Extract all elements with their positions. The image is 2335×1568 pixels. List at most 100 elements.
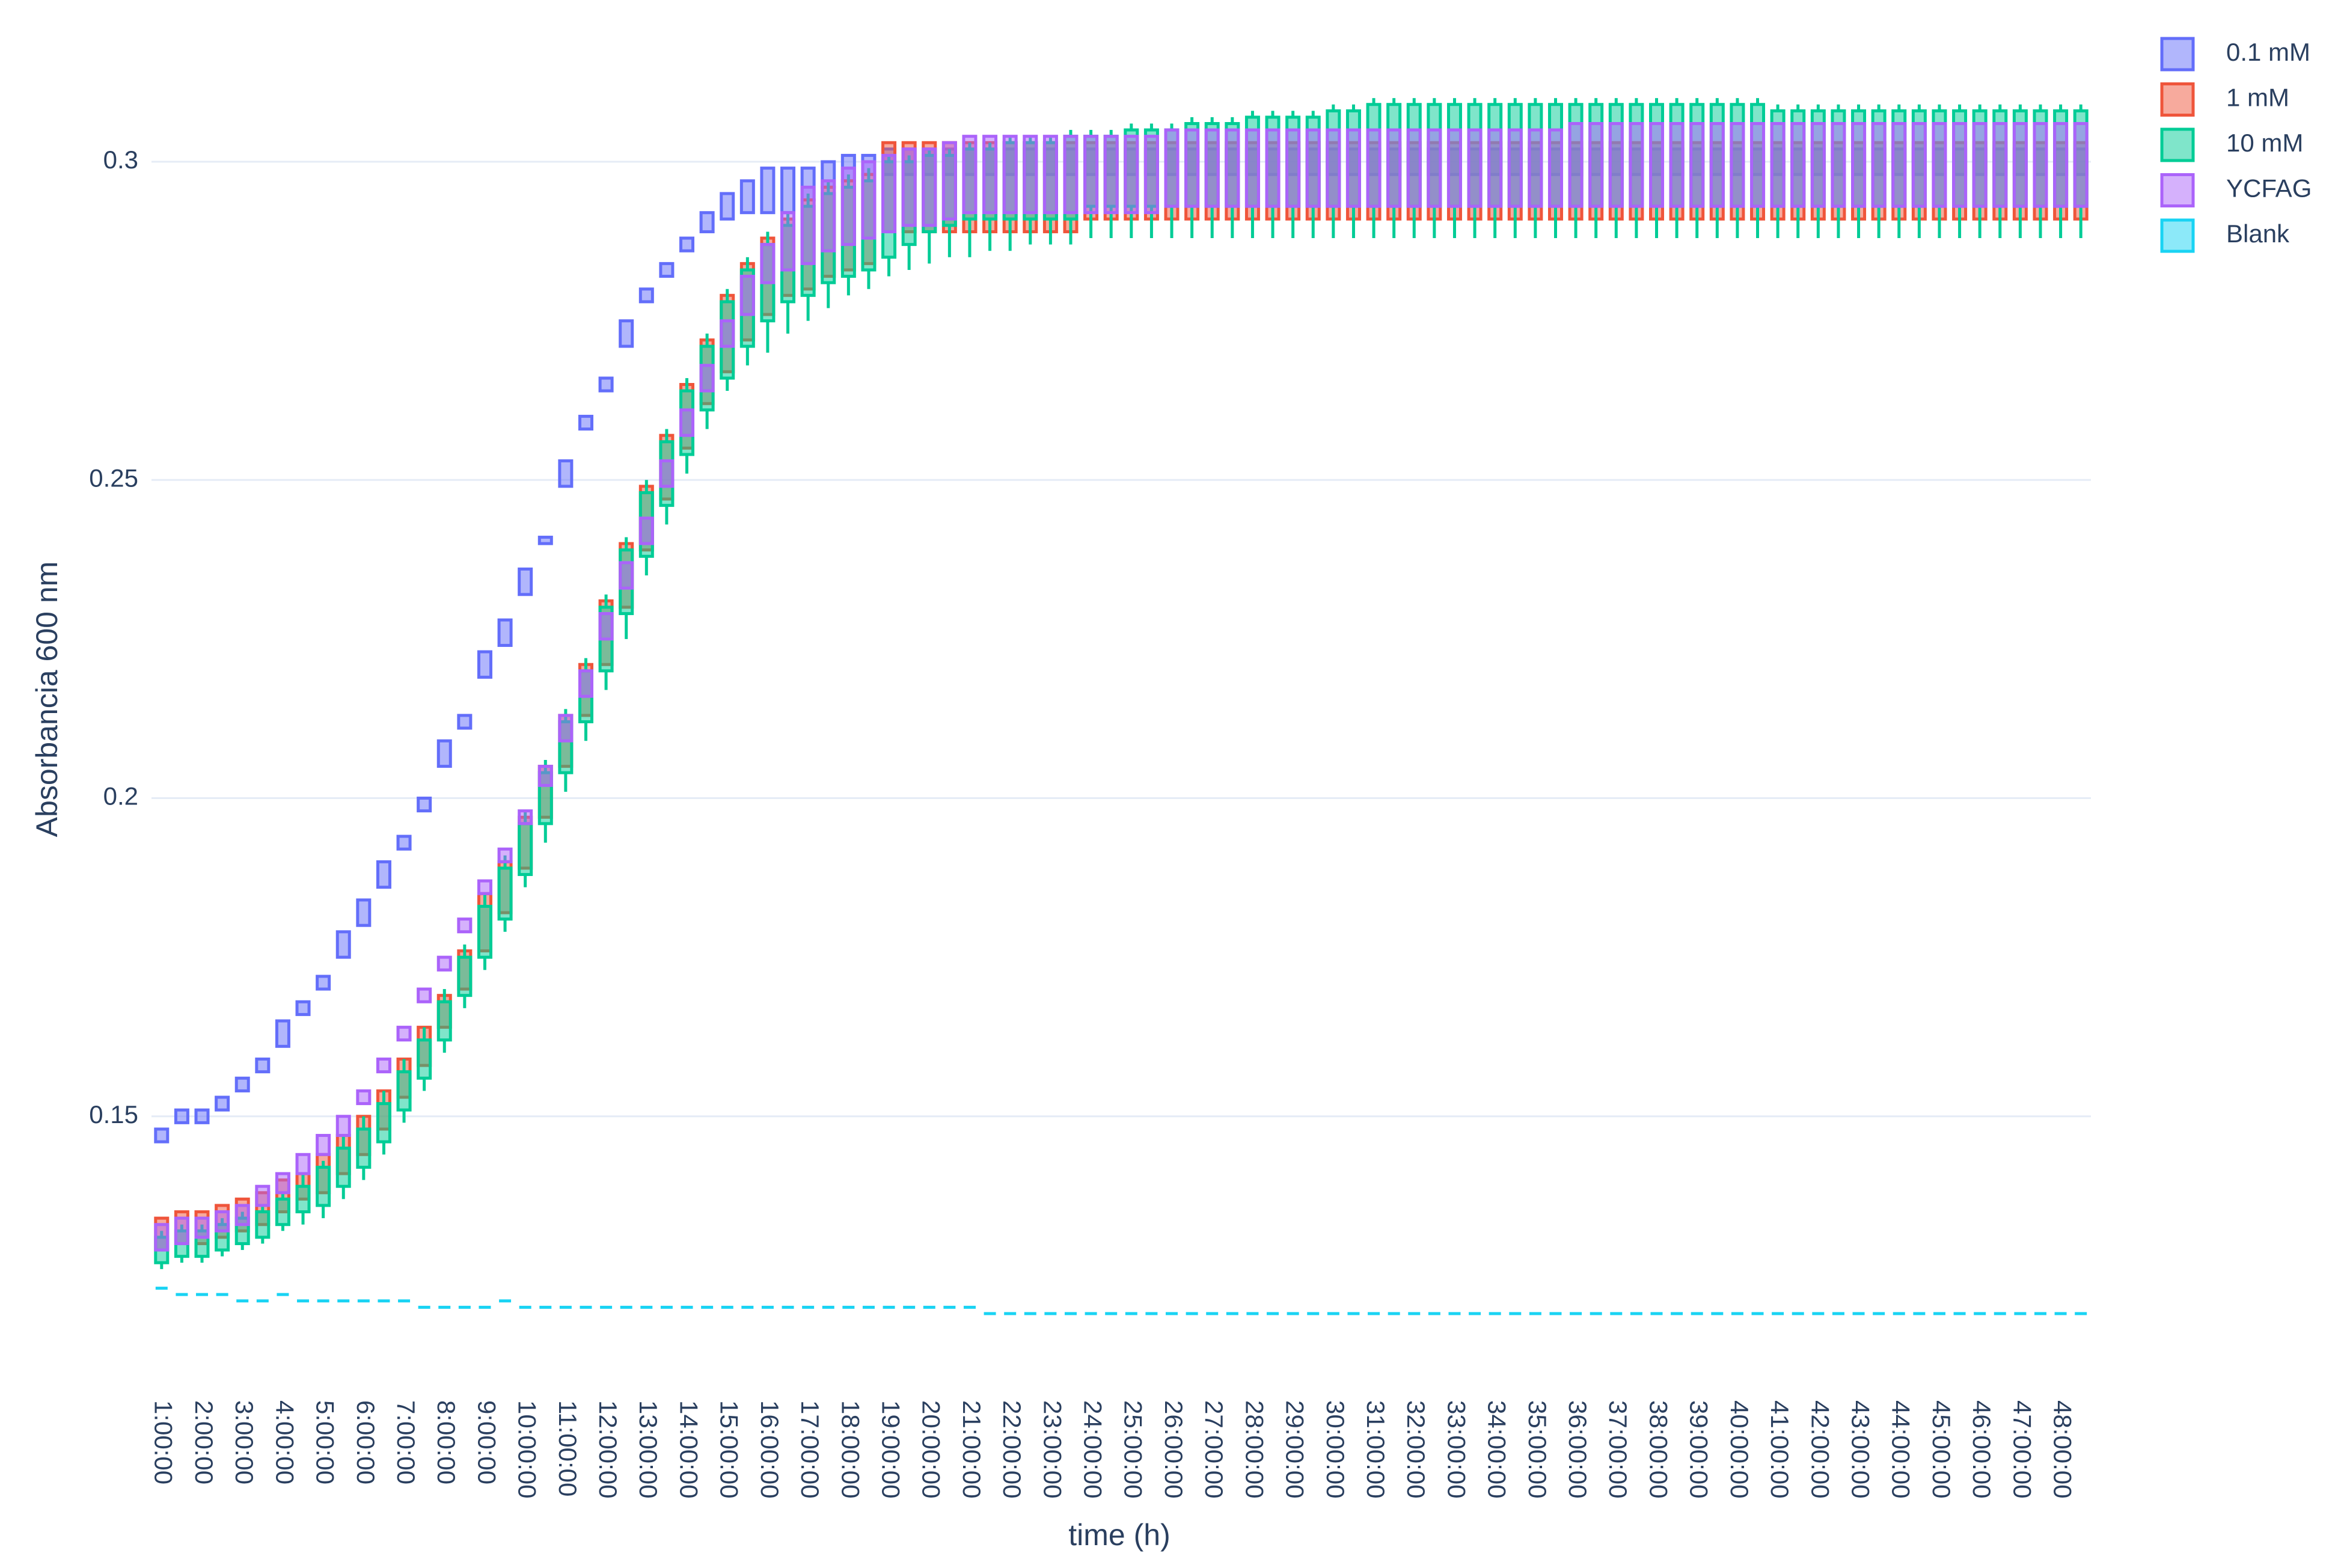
x-tick-label: 9:00:00 <box>473 1400 501 1484</box>
legend-label[interactable]: 0.1 mM <box>2226 38 2310 66</box>
box <box>356 1089 372 1106</box>
box <box>659 262 675 278</box>
x-tick-label: 19:00:00 <box>877 1400 905 1499</box>
box <box>316 1134 331 1156</box>
y-axis-title: Absorbancia 600 nm <box>30 562 64 838</box>
legend-label[interactable]: 10 mM <box>2226 129 2303 157</box>
box <box>1709 122 1725 208</box>
legend-swatch[interactable] <box>2160 218 2195 253</box>
legend-swatch[interactable] <box>2160 82 2195 117</box>
box <box>1992 122 2008 208</box>
x-tick-label: 8:00:00 <box>432 1400 461 1484</box>
x-tick-label: 48:00:00 <box>2049 1400 2077 1499</box>
legend-label[interactable]: 1 mM <box>2226 84 2289 112</box>
legend-swatch[interactable] <box>2160 127 2195 162</box>
box <box>922 147 937 227</box>
box <box>174 1108 189 1124</box>
box <box>699 211 715 233</box>
box <box>1103 135 1119 215</box>
box <box>497 847 513 863</box>
box <box>1568 122 1584 208</box>
box <box>518 567 533 596</box>
box <box>1225 128 1240 208</box>
box <box>477 904 492 959</box>
x-tick-label: 6:00:00 <box>352 1400 380 1484</box>
box <box>295 1184 311 1214</box>
box <box>720 192 735 221</box>
x-tick-label: 37:00:00 <box>1604 1400 1632 1499</box>
box <box>861 160 877 240</box>
box <box>780 211 796 272</box>
legend-swatch[interactable] <box>2160 173 2195 207</box>
box <box>194 1108 210 1124</box>
box <box>275 1019 290 1048</box>
y-tick-label: 0.25 <box>89 464 138 492</box>
x-tick-label: 29:00:00 <box>1281 1400 1309 1499</box>
x-tick-label: 14:00:00 <box>675 1400 703 1499</box>
box <box>1326 128 1341 208</box>
x-tick-label: 12:00:00 <box>594 1400 622 1499</box>
box <box>1669 122 1685 208</box>
box <box>1366 128 1382 208</box>
box <box>1124 135 1139 215</box>
box <box>154 1223 170 1252</box>
box <box>598 612 614 641</box>
box <box>174 1216 189 1245</box>
x-tick-label: 2:00:00 <box>190 1400 218 1484</box>
box <box>558 459 574 488</box>
box <box>598 376 614 393</box>
box <box>1750 122 1766 208</box>
box <box>1851 122 1867 208</box>
x-tick-label: 33:00:00 <box>1442 1400 1470 1499</box>
box <box>821 179 836 253</box>
box <box>154 1127 170 1144</box>
box <box>436 739 452 768</box>
box <box>1063 135 1079 215</box>
box <box>194 1216 210 1239</box>
x-tick-label: 21:00:00 <box>958 1400 986 1499</box>
x-tick-label: 20:00:00 <box>917 1400 946 1499</box>
legend-label[interactable]: YCFAG <box>2226 174 2312 203</box>
box <box>215 1210 230 1233</box>
x-tick-label: 45:00:00 <box>1927 1400 1956 1499</box>
box <box>1305 128 1321 208</box>
x-tick-label: 43:00:00 <box>1846 1400 1874 1499</box>
box <box>497 618 513 647</box>
x-tick-label: 7:00:00 <box>392 1400 420 1484</box>
box <box>2053 122 2069 208</box>
box <box>578 414 593 431</box>
x-tick-label: 31:00:00 <box>1362 1400 1390 1499</box>
x-tick-label: 15:00:00 <box>715 1400 744 1499</box>
box <box>760 243 776 284</box>
legend-swatch[interactable] <box>2160 37 2195 72</box>
box <box>295 1000 311 1016</box>
x-tick-label: 39:00:00 <box>1685 1400 1713 1499</box>
box <box>739 275 755 316</box>
box <box>1810 122 1826 208</box>
box <box>335 1115 351 1138</box>
box <box>1467 128 1483 208</box>
box <box>901 147 917 227</box>
box <box>417 987 432 1003</box>
legend-label[interactable]: Blank <box>2226 219 2290 248</box>
box <box>1345 128 1361 208</box>
box <box>1143 135 1159 215</box>
box <box>417 1038 432 1080</box>
x-tick-label: 23:00:00 <box>1038 1400 1067 1499</box>
box <box>1730 122 1745 208</box>
x-tick-label: 1:00:00 <box>150 1400 178 1484</box>
x-tick-label: 5:00:00 <box>311 1400 340 1484</box>
x-tick-label: 3:00:00 <box>230 1400 259 1484</box>
box <box>477 879 492 895</box>
box <box>1507 128 1523 208</box>
box <box>457 714 473 730</box>
x-tick-label: 24:00:00 <box>1079 1400 1107 1499</box>
box <box>1406 128 1422 208</box>
x-tick-label: 46:00:00 <box>1968 1400 1996 1499</box>
box <box>1547 128 1563 208</box>
x-tick-label: 4:00:00 <box>271 1400 299 1484</box>
box <box>2012 122 2028 208</box>
box <box>255 1210 271 1239</box>
box <box>275 1172 290 1195</box>
x-tick-label: 28:00:00 <box>1240 1400 1268 1499</box>
